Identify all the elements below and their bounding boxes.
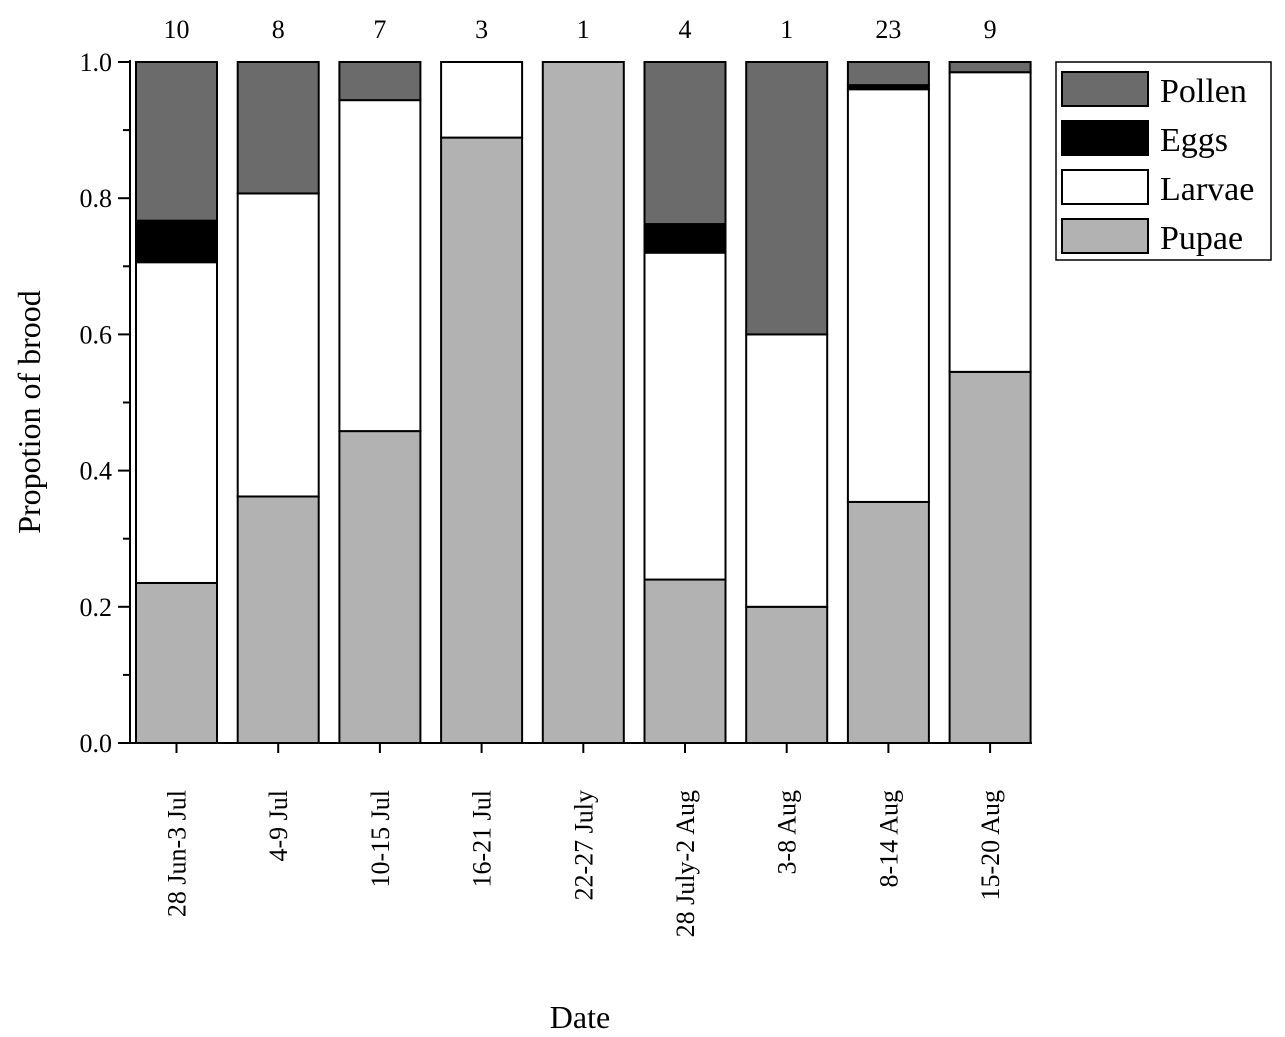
y-tick-label: 0.2 — [80, 593, 113, 622]
bar-segment-pollen — [948, 61, 1032, 74]
x-tick-label: 15-20 Aug — [976, 790, 1005, 901]
bar-segment-pupae — [846, 500, 930, 744]
sample-size-label: 3 — [475, 15, 488, 44]
bar-segment-larvae — [745, 333, 829, 608]
sample-size-label: 1 — [780, 15, 793, 44]
bar-segment-larvae — [236, 192, 320, 498]
labels-layer: 10 28 Jun-3 Jul 8 4-9 Jul 7 10-15 Jul 3 16-21 J… — [80, 15, 1006, 937]
bar-segment-larvae — [948, 71, 1032, 373]
bar-segment-pupae — [338, 430, 422, 744]
sample-size-label: 10 — [164, 15, 190, 44]
x-tick-label: 8-14 Aug — [874, 790, 903, 888]
bar-segment-pupae — [541, 61, 625, 744]
bar-segment-pollen — [135, 61, 218, 222]
bar-segment-larvae — [643, 251, 727, 581]
y-tick-label: 1.0 — [80, 48, 113, 77]
x-tick-label: 10-15 Jul — [366, 790, 395, 888]
legend: Pollen Eggs Larvae Pupae — [1055, 61, 1272, 261]
bar-segment-pollen — [745, 61, 829, 336]
axes-layer — [118, 60, 1032, 753]
sample-size-label: 8 — [272, 15, 285, 44]
bars-layer — [135, 61, 1032, 745]
bar-segment-pupae — [236, 495, 320, 744]
legend-label-pupae: Pupae — [1160, 220, 1243, 257]
bar-segment-pollen — [643, 61, 727, 226]
bar-segment-pollen — [846, 61, 930, 87]
bar-segment-pupae — [643, 578, 727, 744]
sample-size-label: 7 — [373, 15, 386, 44]
legend-label-pollen: Pollen — [1160, 73, 1247, 110]
y-tick-label: 0.6 — [80, 320, 113, 349]
x-tick-label: 16-21 Jul — [468, 790, 497, 888]
bar-segment-pupae — [135, 581, 218, 745]
bar-segment-eggs — [135, 219, 218, 264]
bar-segment-pupae — [948, 370, 1032, 744]
bar-segment-eggs — [643, 223, 727, 254]
legend-swatch-eggs — [1061, 120, 1149, 156]
bar-segment-larvae — [846, 88, 930, 503]
bar-segment-larvae — [440, 61, 524, 139]
x-tick-label: 28 Jun-3 Jul — [163, 790, 192, 917]
y-axis-title: Propotion of brood — [11, 290, 47, 534]
bar-segment-pollen — [236, 61, 320, 195]
bar-segment-pollen — [338, 61, 422, 102]
y-tick-label: 0.8 — [80, 184, 113, 213]
sample-size-label: 23 — [875, 15, 901, 44]
y-tick-label: 0.4 — [80, 457, 113, 486]
bar-segment-pupae — [440, 136, 524, 744]
legend-swatch-pollen — [1061, 71, 1149, 107]
bar-segment-larvae — [135, 261, 218, 584]
legend-label-eggs: Eggs — [1160, 122, 1228, 159]
sample-size-label: 4 — [679, 15, 692, 44]
sample-size-label: 9 — [984, 15, 997, 44]
bar-segment-pupae — [745, 605, 829, 744]
y-tick-label: 0.0 — [80, 729, 113, 758]
x-axis-title: Date — [550, 999, 610, 1035]
legend-swatch-pupae — [1061, 218, 1149, 254]
legend-swatch-larvae — [1061, 169, 1149, 205]
x-tick-label: 22-27 July — [569, 790, 598, 901]
x-tick-label: 4-9 Jul — [264, 790, 293, 862]
bar-segment-larvae — [338, 99, 422, 433]
x-tick-label: 3-8 Aug — [773, 790, 802, 875]
sample-size-label: 1 — [577, 15, 590, 44]
x-tick-label: 28 July-2 Aug — [671, 790, 700, 937]
legend-label-larvae: Larvae — [1160, 171, 1254, 208]
